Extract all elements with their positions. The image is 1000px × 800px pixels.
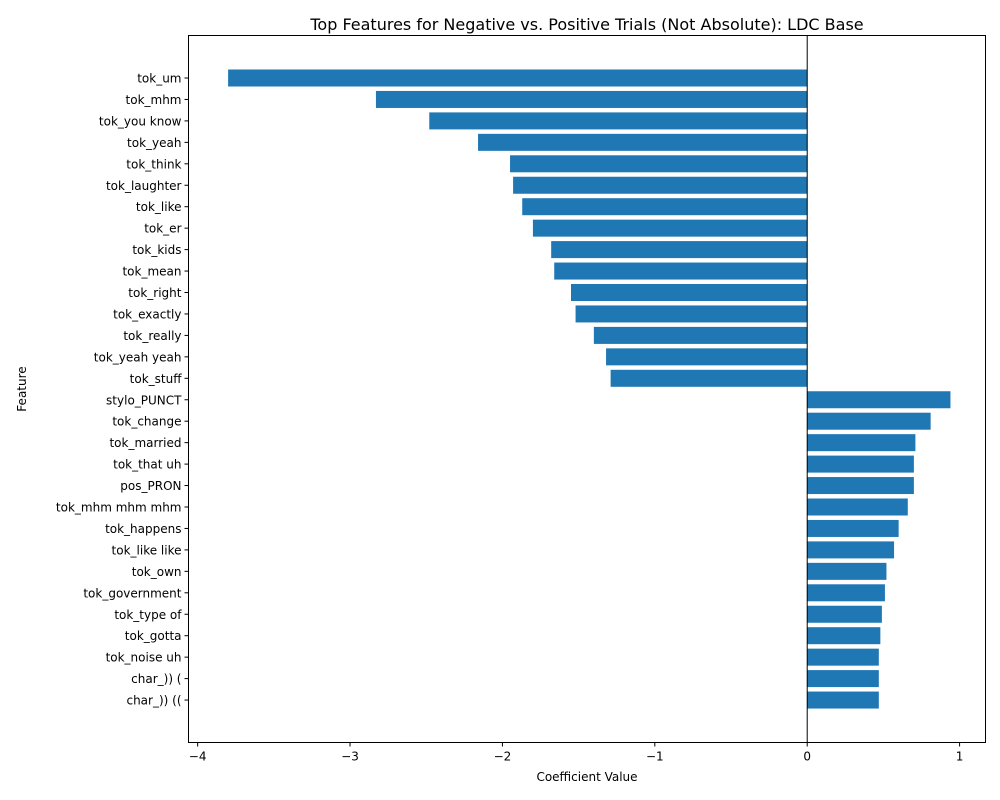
y-tick-label: tok_change: [112, 415, 181, 429]
x-tick-label: −4: [189, 750, 207, 764]
y-tick-label: char_)) ((: [126, 694, 181, 708]
bar-tok-like: [522, 198, 808, 216]
bar-tok-yeah: [478, 133, 808, 151]
y-tick-label: tok_mhm: [126, 93, 182, 107]
y-tick-label: tok_yeah yeah: [94, 350, 182, 364]
bar-tok-happens: [807, 519, 899, 537]
y-axis-ticks: tok_um tok_mhm tok_you know tok_yeah tok_thi…: [56, 72, 189, 708]
y-tick-label: tok_that uh: [113, 458, 181, 472]
y-tick-label: tok_noise uh: [106, 651, 182, 665]
bar-char-: [807, 670, 879, 688]
x-axis-ticks: −4 −3 −2 −1 0 1: [189, 742, 964, 764]
y-tick-label: tok_laughter: [106, 179, 182, 193]
bar-tok-type-of: [807, 605, 882, 623]
y-tick-label: tok_type of: [114, 608, 182, 622]
bar-tok-um: [228, 69, 808, 87]
y-tick-label: tok_government: [83, 586, 181, 600]
bar-tok-exactly: [575, 305, 808, 323]
bar-tok-yeah-yeah: [606, 348, 808, 366]
x-tick-label: −3: [341, 750, 359, 764]
x-axis-label: Coefficient Value: [536, 770, 637, 784]
bar-stylo-punct: [807, 391, 951, 409]
y-tick-label: tok_er: [144, 222, 181, 236]
bar-tok-noise-uh: [807, 648, 879, 666]
y-tick-label: tok_mhm mhm mhm: [56, 501, 182, 515]
y-tick-label: tok_right: [128, 286, 181, 300]
bar-char-: [807, 691, 879, 709]
bar-tok-stuff: [610, 369, 808, 387]
x-tick-label: 1: [956, 750, 964, 764]
y-tick-label: tok_gotta: [125, 629, 182, 643]
y-tick-label: tok_yeah: [127, 136, 181, 150]
bar-tok-change: [807, 412, 931, 430]
y-tick-label: pos_PRON: [120, 479, 181, 493]
bar-tok-kids: [551, 241, 808, 259]
bar-tok-mean: [554, 262, 808, 280]
bar-pos-pron: [807, 477, 914, 495]
y-tick-label: tok_really: [123, 329, 181, 343]
bar-tok-mhm: [375, 90, 808, 108]
x-tick-label: 0: [803, 750, 811, 764]
y-tick-label: tok_think: [126, 157, 181, 171]
y-axis-label: Feature: [15, 366, 29, 411]
bar-tok-married: [807, 434, 916, 452]
bar-tok-er: [532, 219, 808, 237]
y-tick-label: tok_like: [136, 200, 182, 214]
x-tick-label: −2: [494, 750, 512, 764]
bar-tok-laughter: [513, 176, 808, 194]
y-tick-label: tok_happens: [105, 522, 181, 536]
y-tick-label: tok_you know: [99, 114, 182, 128]
plot-frame: [188, 35, 986, 743]
bar-tok-government: [807, 584, 885, 602]
x-tick-label: −1: [646, 750, 664, 764]
bar-tok-right: [570, 284, 808, 301]
bar-tok-think: [510, 155, 808, 173]
y-tick-label: tok_like like: [112, 543, 182, 557]
bar-tok-mhm-mhm-mhm: [807, 498, 908, 516]
bar-tok-you-know: [429, 112, 808, 130]
bars-group: [228, 69, 951, 709]
bar-tok-gotta: [807, 627, 881, 645]
bar-tok-really: [593, 326, 808, 344]
y-tick-label: tok_mean: [122, 265, 181, 279]
y-tick-label: tok_stuff: [130, 372, 183, 386]
bar-tok-that-uh: [807, 455, 914, 473]
bar-tok-like-like: [807, 541, 895, 559]
y-tick-label: tok_kids: [132, 243, 181, 257]
chart-title: Top Features for Negative vs. Positive T…: [309, 15, 863, 34]
y-tick-label: tok_um: [137, 72, 181, 86]
y-tick-label: char_)) (: [131, 672, 181, 686]
y-tick-label: tok_own: [132, 565, 182, 579]
y-tick-label: stylo_PUNCT: [106, 393, 182, 407]
y-tick-label: tok_exactly: [113, 307, 181, 321]
bar-tok-own: [807, 562, 887, 580]
y-tick-label: tok_married: [109, 436, 181, 450]
